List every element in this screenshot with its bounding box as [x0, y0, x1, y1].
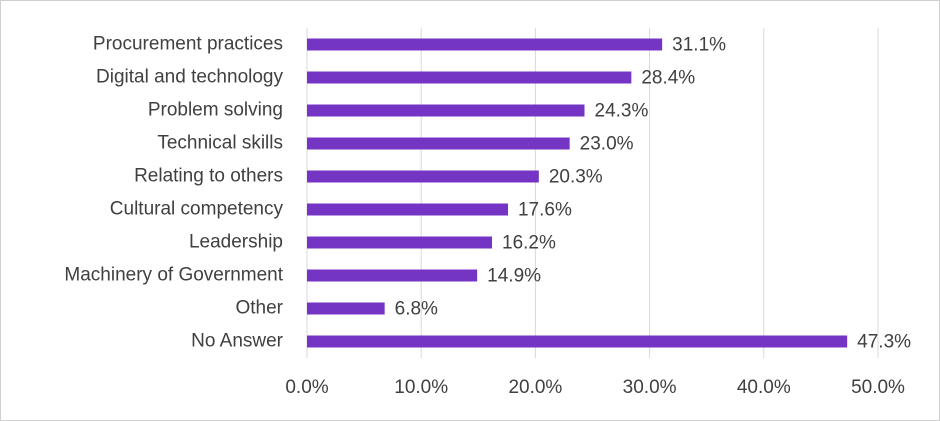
value-label: 23.0%: [580, 134, 634, 155]
y-tick-label: Technical skills: [157, 133, 283, 154]
bar: [307, 71, 632, 84]
y-tick-label: Other: [235, 298, 283, 319]
bar: [307, 269, 478, 282]
value-label: 17.6%: [518, 200, 572, 221]
x-tick-label: 0.0%: [285, 377, 328, 398]
x-tick-label: 50.0%: [851, 377, 905, 398]
x-tick-label: 40.0%: [737, 377, 791, 398]
bar: [307, 137, 570, 150]
y-tick-label: Digital and technology: [96, 67, 283, 88]
value-label: 16.2%: [502, 233, 556, 254]
value-label: 31.1%: [672, 35, 726, 56]
x-tick-label: 20.0%: [508, 377, 562, 398]
bar: [307, 302, 385, 315]
value-label: 6.8%: [395, 299, 438, 320]
y-tick-label: Cultural competency: [110, 199, 284, 220]
y-tick-label: Leadership: [189, 232, 283, 253]
value-label: 47.3%: [857, 332, 911, 353]
value-label: 14.9%: [487, 266, 541, 287]
value-label: 24.3%: [595, 101, 649, 122]
y-tick-label: Procurement practices: [93, 34, 283, 55]
value-label: 20.3%: [549, 167, 603, 188]
y-tick-label: Problem solving: [148, 100, 283, 121]
bar: [307, 170, 539, 183]
y-tick-label: No Answer: [191, 331, 284, 352]
x-tick-label: 10.0%: [394, 377, 448, 398]
y-tick-label: Relating to others: [134, 166, 283, 187]
y-tick-label: Machinery of Government: [64, 265, 283, 286]
bar: [307, 335, 848, 348]
bar: [307, 236, 493, 249]
bar: [307, 38, 663, 51]
value-label: 28.4%: [641, 68, 695, 89]
bar: [307, 104, 585, 117]
x-tick-label: 30.0%: [623, 377, 677, 398]
bar: [307, 203, 508, 216]
